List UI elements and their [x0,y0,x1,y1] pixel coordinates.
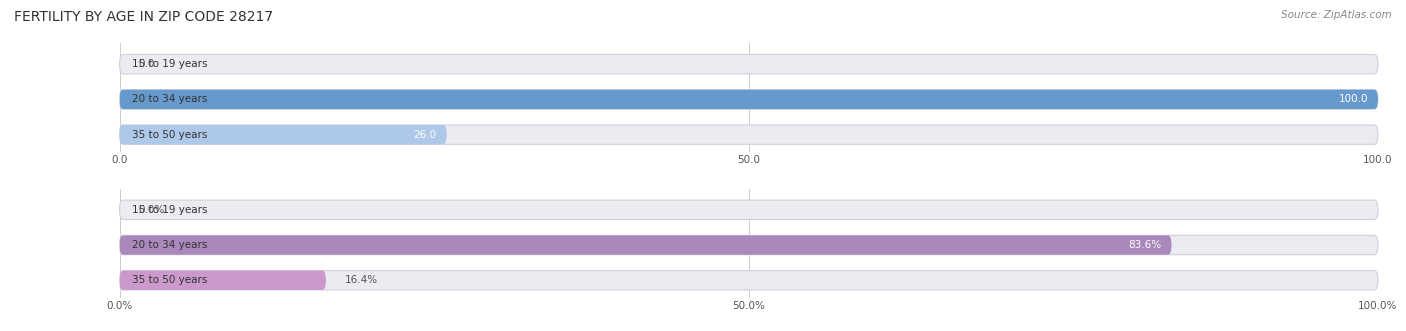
FancyBboxPatch shape [120,55,1378,74]
Text: 26.0: 26.0 [413,130,437,140]
Text: 0.0%: 0.0% [138,205,165,215]
Text: 15 to 19 years: 15 to 19 years [132,59,208,69]
FancyBboxPatch shape [120,271,326,290]
Text: 83.6%: 83.6% [1129,240,1161,250]
Text: 16.4%: 16.4% [344,275,378,285]
FancyBboxPatch shape [120,90,1378,109]
Text: 15 to 19 years: 15 to 19 years [132,205,208,215]
Text: 100.0: 100.0 [1339,94,1368,104]
FancyBboxPatch shape [120,90,1378,109]
Text: 0.0: 0.0 [138,59,155,69]
Text: 35 to 50 years: 35 to 50 years [132,275,208,285]
FancyBboxPatch shape [120,235,1378,255]
Text: 20 to 34 years: 20 to 34 years [132,94,208,104]
Text: 20 to 34 years: 20 to 34 years [132,240,208,250]
Text: 35 to 50 years: 35 to 50 years [132,130,208,140]
FancyBboxPatch shape [120,125,1378,144]
FancyBboxPatch shape [120,271,1378,290]
Text: Source: ZipAtlas.com: Source: ZipAtlas.com [1281,10,1392,20]
FancyBboxPatch shape [120,200,1378,219]
Text: FERTILITY BY AGE IN ZIP CODE 28217: FERTILITY BY AGE IN ZIP CODE 28217 [14,10,273,24]
FancyBboxPatch shape [120,125,447,144]
FancyBboxPatch shape [120,235,1171,255]
